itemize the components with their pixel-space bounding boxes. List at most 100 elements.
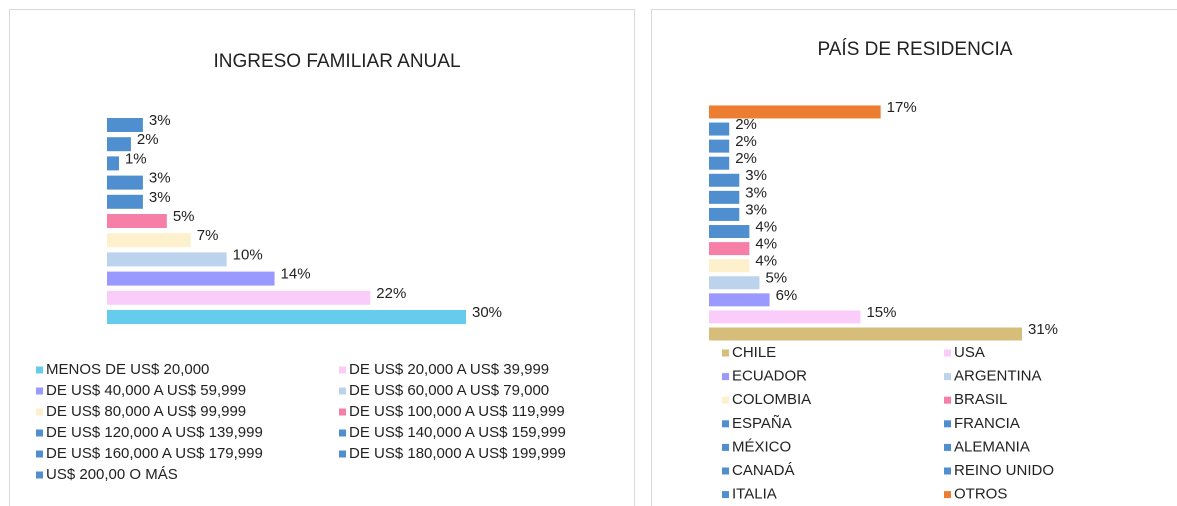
legend-marker (944, 349, 951, 357)
data-label: 10% (233, 246, 263, 263)
data-label: 1% (125, 150, 147, 167)
bar (709, 242, 750, 256)
legend-label: OTROS (954, 486, 1007, 503)
bar (107, 271, 275, 286)
legend-label: DE US$ 140,000 A US$ 159,999 (349, 424, 566, 441)
data-label: 2% (735, 150, 757, 167)
data-label: 14% (281, 266, 311, 283)
legend-marker (722, 467, 729, 475)
legend-marker (722, 396, 729, 404)
chart-title: INGRESO FAMILIAR ANUAL (213, 51, 460, 72)
bar (709, 190, 740, 204)
data-label: 31% (1028, 321, 1058, 338)
panel (9, 9, 635, 506)
legend-marker (339, 408, 346, 416)
legend-label: DE US$ 20,000 A US$ 39,999 (349, 361, 549, 378)
data-label: 5% (173, 208, 195, 225)
bar (709, 207, 740, 221)
legend-marker (944, 373, 951, 381)
legend-label: DE US$ 80,000 A US$ 99,999 (46, 403, 246, 420)
legend-marker (722, 443, 729, 451)
data-label: 2% (735, 133, 757, 150)
bar (709, 139, 730, 153)
legend-marker (36, 450, 43, 458)
bar (107, 290, 371, 305)
legend-label: DE US$ 60,000 A US$ 79,000 (349, 382, 549, 399)
legend-marker (722, 491, 729, 499)
bar (107, 233, 191, 248)
legend-marker (36, 366, 43, 374)
panel (651, 9, 1177, 506)
bar (709, 293, 770, 307)
legend-label: DE US$ 160,000 A US$ 179,999 (46, 445, 263, 462)
data-label: 7% (197, 227, 219, 244)
legend-label: ALEMANIA (954, 438, 1030, 455)
bar (709, 122, 730, 136)
bar (107, 310, 466, 324)
legend-marker (36, 471, 43, 479)
legend-marker (944, 396, 951, 404)
legend-marker (722, 349, 729, 357)
data-label: 4% (755, 236, 777, 253)
legend-label: ESPAÑA (732, 415, 792, 432)
legend-label: DE US$ 40,000 A US$ 59,999 (46, 382, 246, 399)
legend-label: REINO UNIDO (954, 462, 1054, 479)
legend-label: ECUADOR (732, 368, 807, 385)
data-label: 3% (745, 184, 767, 201)
data-label: 3% (149, 112, 171, 129)
data-label: 4% (755, 218, 777, 235)
legend-marker (944, 420, 951, 428)
legend-label: DE US$ 180,000 A US$ 199,999 (349, 445, 566, 462)
legend-marker (339, 366, 346, 374)
legend-marker (944, 491, 951, 499)
legend-label: BRASIL (954, 391, 1007, 408)
bar (709, 156, 730, 170)
legend-label: DE US$ 100,000 A US$ 119,999 (349, 403, 565, 420)
legend-label: COLOMBIA (732, 391, 811, 408)
data-label: 17% (887, 99, 917, 116)
legend-marker (339, 387, 346, 395)
bar (107, 194, 143, 209)
data-label: 6% (776, 287, 798, 304)
legend-label: CANADÁ (732, 462, 795, 479)
legend-label: ARGENTINA (954, 368, 1042, 385)
bar (709, 259, 750, 273)
bar (107, 214, 167, 228)
data-label: 4% (755, 253, 777, 270)
legend-marker (36, 429, 43, 437)
data-label: 22% (376, 285, 406, 302)
legend-marker (722, 373, 729, 381)
legend-label: CHILE (732, 344, 776, 361)
legend-marker (339, 450, 346, 458)
bar (107, 252, 227, 267)
legend-label: ITALIA (732, 486, 777, 503)
bar (107, 118, 143, 132)
bar (709, 173, 740, 187)
data-label: 3% (149, 170, 171, 187)
legend-label: US$ 200,00 O MÁS (46, 466, 178, 483)
bar (709, 327, 1022, 341)
legend-label: USA (954, 344, 985, 361)
legend-marker (722, 420, 729, 428)
legend-marker (944, 443, 951, 451)
data-label: 5% (765, 270, 787, 287)
legend-marker (944, 467, 951, 475)
data-label: 3% (745, 201, 767, 218)
chart-title: PAÍS DE RESIDENCIA (818, 39, 1013, 60)
bar (107, 137, 131, 152)
bar (709, 225, 750, 239)
legend-label: MÉXICO (732, 438, 791, 455)
legend-label: MENOS DE US$ 20,000 (46, 361, 209, 378)
legend-marker (36, 408, 43, 416)
bar (107, 175, 143, 190)
data-label: 2% (137, 131, 159, 148)
legend-label: FRANCIA (954, 415, 1020, 432)
data-label: 3% (149, 189, 171, 206)
bar (709, 276, 760, 290)
legend-marker (339, 429, 346, 437)
data-label: 30% (472, 304, 502, 321)
data-label: 2% (735, 116, 757, 133)
bar (107, 156, 119, 171)
legend-marker (36, 387, 43, 395)
